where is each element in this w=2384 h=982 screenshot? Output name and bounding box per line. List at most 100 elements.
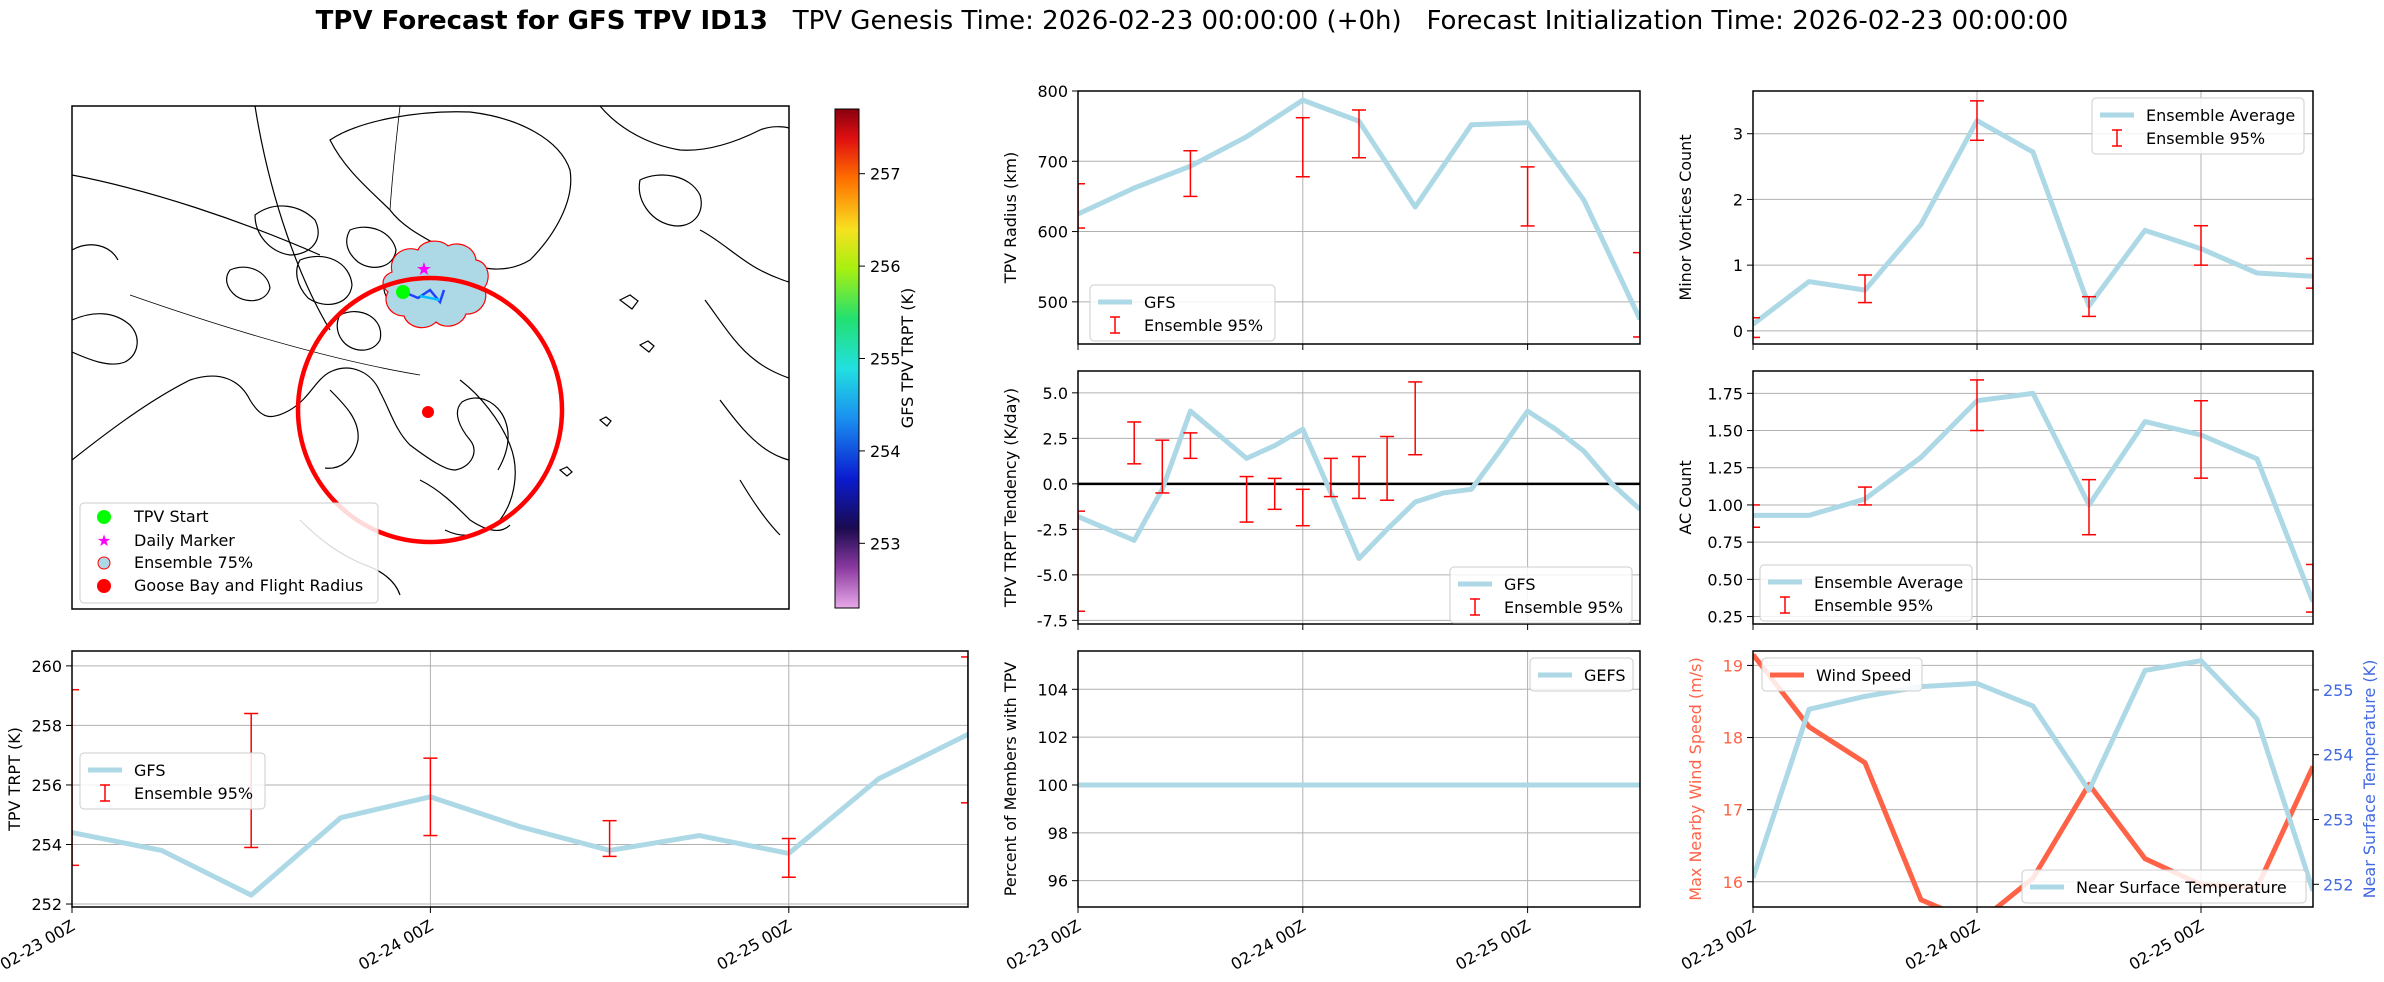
ensemble-95-errorbar xyxy=(1352,455,1366,500)
ensemble-95-errorbar xyxy=(2306,257,2313,289)
chart-radius: 500 600 700 800 TPV Radius (km) GFS Ensemble 9… xyxy=(1001,82,1641,350)
y-axis-label: Percent of Members with TPV xyxy=(1001,662,1020,896)
y-axis-label: Minor Vortices Count xyxy=(1676,134,1695,300)
y-tick-label: 96 xyxy=(1048,872,1068,891)
legend-tpv-start: TPV Start xyxy=(133,507,209,526)
ensemble-95-errorbar xyxy=(2194,224,2208,266)
y-tick-label: 254 xyxy=(31,835,62,854)
chart-tendency: -7.5 -5.0 -2.5 0.0 2.5 5.0 TPV TRPT Tendency (… xyxy=(1001,370,1641,630)
y-tick-label: -5.0 xyxy=(1037,566,1068,585)
colorbar-tick-label: 257 xyxy=(870,165,901,184)
y-tick-label: 260 xyxy=(31,657,62,676)
legend-label: Ensemble 95% xyxy=(1814,596,1933,615)
axes-frame xyxy=(71,650,969,908)
colorbar-tick-label: 255 xyxy=(870,350,901,369)
y-tick-label: 2 xyxy=(1733,190,1743,209)
legend-label: GFS xyxy=(1504,575,1535,594)
figure-title-bold: TPV Forecast for GFS TPV ID13 xyxy=(315,6,768,36)
x-tick-label: 02-25 00Z xyxy=(1452,916,1533,974)
legend: GEFS xyxy=(1529,657,1634,692)
y-tick-label: 102 xyxy=(1037,728,1068,747)
ensemble-95-errorbar xyxy=(1858,486,1872,506)
legend: GFS Ensemble 95% xyxy=(79,752,266,810)
ensemble-95-errorbar xyxy=(1970,379,1984,432)
y-axis-label-right: Near Surface Temperature (K) xyxy=(2360,660,2379,899)
series-line-gfs xyxy=(72,732,968,898)
map-legend: TPV Start ★ Daily Marker Ensemble 75% Go… xyxy=(79,502,379,604)
y-tick-label: -7.5 xyxy=(1037,611,1068,630)
colorbar xyxy=(834,108,860,609)
y-tick-label: 1.00 xyxy=(1707,496,1743,515)
y-axis-label: AC Count xyxy=(1676,460,1695,534)
legend-label: Ensemble 95% xyxy=(134,784,253,803)
tpv-start-marker xyxy=(396,285,410,299)
legend: Ensemble Average Ensemble 95% xyxy=(2091,97,2305,155)
chart-trpt: 252 254 256 258 260 TPV TRPT (K) 02-23 00Z 02-2… xyxy=(0,650,969,974)
colorbar-label: GFS TPV TRPT (K) xyxy=(898,288,917,428)
ensemble-95-errorbar xyxy=(1753,316,1760,339)
y-axis-label: TPV TRPT (K) xyxy=(5,727,24,832)
ensemble-95-errorbar xyxy=(1183,149,1198,198)
y-tick-label: 0.25 xyxy=(1707,608,1743,627)
legend-label: Ensemble Average xyxy=(1814,573,1963,592)
x-tick-label: 02-25 00Z xyxy=(714,916,795,974)
y-tick-label: 1.75 xyxy=(1707,384,1743,403)
axes-frame xyxy=(1752,90,2314,345)
ensemble-95-errorbar xyxy=(1380,435,1395,501)
ensemble-95-errorbar xyxy=(602,819,617,858)
x-tick-label: 02-24 00Z xyxy=(1228,916,1309,974)
figure-title-init: Forecast Initialization Time: 2026-02-23… xyxy=(1426,6,2069,36)
legend-label: Wind Speed xyxy=(1816,666,1911,685)
chart-ac: 0.25 0.50 0.75 1.00 1.25 1.50 1.75 AC Count Ense… xyxy=(1676,370,2314,630)
y-tick-label: 1.50 xyxy=(1707,422,1743,441)
y-axis-label: TPV Radius (km) xyxy=(1001,152,1020,285)
legend-daily-marker: Daily Marker xyxy=(134,531,235,550)
legend-label: GFS xyxy=(1144,293,1175,312)
x-tick-label: 02-23 00Z xyxy=(1678,916,1759,974)
y-tick-label: 0.50 xyxy=(1707,570,1743,589)
series-line-ensemble-average xyxy=(1753,390,2313,603)
y-tick-label: 1 xyxy=(1733,256,1743,275)
ensemble-95-errorbar xyxy=(2082,478,2096,536)
legend-label: GEFS xyxy=(1584,666,1626,685)
y-tick-label: 16 xyxy=(1723,873,1743,892)
legend-label: GFS xyxy=(134,761,165,780)
y-tick-label: 500 xyxy=(1037,293,1068,312)
y-tick-label: 258 xyxy=(31,716,62,735)
ensemble-95-errorbar xyxy=(72,688,79,867)
ensemble-95-errorbar xyxy=(1078,510,1085,613)
legend-label: Ensemble 95% xyxy=(2146,129,2265,148)
chart-wind: 16 17 18 19 252 253 254 255 Near Surface Tempera… xyxy=(1678,650,2379,974)
x-tick-label: 02-24 00Z xyxy=(355,916,436,974)
legend: GFS Ensemble 95% xyxy=(1089,284,1276,342)
y-tick-label: 0.0 xyxy=(1043,475,1068,494)
daily-marker-star: ★ xyxy=(416,259,432,280)
colorbar-tick-label: 256 xyxy=(870,257,901,276)
y-tick-label: 19 xyxy=(1723,656,1743,675)
colorbar-ticks: 253 254 255 256 257 xyxy=(859,165,901,553)
y-tick-label-right: 252 xyxy=(2323,875,2354,894)
ensemble-95-errorbar xyxy=(961,656,968,804)
ensemble-95-errorbar xyxy=(1858,274,1872,304)
series-line-ensemble-average xyxy=(1753,118,2313,327)
colorbar-tick-label: 253 xyxy=(870,534,901,553)
axes-frame xyxy=(1752,650,2314,908)
legend-goose-bay-icon xyxy=(97,579,111,593)
legend-tpv-start-icon xyxy=(97,510,111,524)
ensemble-95-errorbar xyxy=(1323,457,1338,498)
ensemble-95-errorbar xyxy=(1753,504,1760,529)
axes-frame xyxy=(1077,650,1641,908)
legend-label: Ensemble Average xyxy=(2146,106,2295,125)
colorbar-tick-label: 254 xyxy=(870,442,901,461)
series-line-near-surface-temperature xyxy=(1753,658,2313,892)
chart-percent: 96 98 100 102 104 Percent of Members with TPV… xyxy=(1001,650,1641,974)
axes-frame xyxy=(1077,370,1641,625)
y-tick-label: 17 xyxy=(1723,801,1743,820)
tpv-track-segment xyxy=(419,294,441,302)
y-tick-label: 252 xyxy=(31,895,62,914)
ensemble-95-errorbar xyxy=(1078,183,1085,229)
y-tick-label-right: 255 xyxy=(2323,681,2354,700)
ensemble-95-errorbar xyxy=(781,837,796,878)
y-tick-label: 0.75 xyxy=(1707,533,1743,552)
